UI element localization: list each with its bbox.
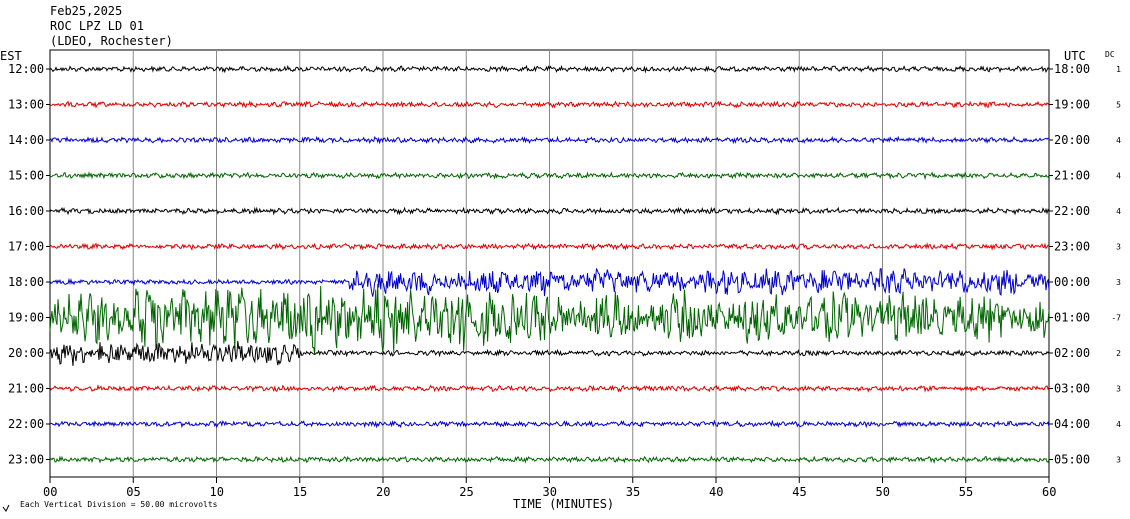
x-tick-label: 50	[876, 485, 890, 499]
x-tick-label: 20	[376, 485, 390, 499]
trace-line	[49, 171, 1050, 181]
est-hour-label: 21:00	[8, 382, 44, 396]
dc-offset-value: 3	[1116, 385, 1121, 394]
est-hour-label: 22:00	[8, 417, 44, 431]
left-timezone-label: EST	[0, 49, 22, 63]
x-tick-label: 30	[543, 485, 557, 499]
dc-offset-value: 4	[1116, 207, 1121, 216]
x-tick-label: 05	[126, 485, 140, 499]
trace-line	[49, 206, 1050, 216]
est-hour-label: 17:00	[8, 240, 44, 254]
utc-hour-label: 03:00	[1054, 382, 1090, 396]
utc-hour-label: 02:00	[1054, 346, 1090, 360]
station-code: ROC LPZ LD 01	[50, 19, 144, 33]
dc-offset-value: 5	[1116, 101, 1121, 110]
x-tick-label: 10	[210, 485, 224, 499]
est-hour-label: 23:00	[8, 453, 44, 467]
utc-hour-label: 19:00	[1054, 98, 1090, 112]
x-axis-ticks: 00 05 10 15 20 25 30 35 40 45 50 55 60	[43, 477, 1056, 499]
x-tick-label: 15	[293, 485, 307, 499]
row-labels: 12:00 18:00 113:00 19:00 514:00 20:00 415:00 21…	[8, 62, 1121, 467]
dc-offset-value: 4	[1116, 136, 1121, 145]
dc-offset-value: 4	[1116, 420, 1121, 429]
station-network: (LDEO, Rochester)	[50, 34, 173, 48]
est-hour-label: 20:00	[8, 346, 44, 360]
est-hour-label: 19:00	[8, 311, 44, 325]
x-tick-label: 25	[459, 485, 473, 499]
utc-hour-label: 05:00	[1054, 453, 1090, 467]
est-hour-label: 18:00	[8, 275, 44, 289]
dc-offset-value: 3	[1116, 456, 1121, 465]
record-date: Feb25,2025	[50, 4, 122, 18]
dc-offset-value: 1	[1116, 65, 1121, 74]
dc-offset-value: 3	[1116, 243, 1121, 252]
trace-line	[49, 283, 1050, 355]
trace-line	[49, 100, 1050, 109]
vertical-grid	[132, 50, 967, 477]
trace-line	[49, 242, 1050, 251]
seismic-traces	[49, 64, 1050, 464]
utc-hour-label: 01:00	[1054, 311, 1090, 325]
dc-offset-value: 3	[1116, 278, 1121, 287]
trace-line	[49, 340, 1050, 366]
scale-symbol-icon	[2, 504, 10, 512]
trace-line	[49, 64, 1050, 74]
utc-hour-label: 20:00	[1054, 133, 1090, 147]
est-hour-label: 12:00	[8, 62, 44, 76]
utc-hour-label: 18:00	[1054, 62, 1090, 76]
utc-hour-label: 23:00	[1054, 240, 1090, 254]
dc-offset-value: 2	[1116, 349, 1121, 358]
trace-line	[49, 455, 1050, 464]
est-hour-label: 16:00	[8, 204, 44, 218]
x-tick-label: 00	[43, 485, 57, 499]
trace-line	[49, 135, 1050, 145]
est-hour-label: 13:00	[8, 98, 44, 112]
x-tick-label: 45	[792, 485, 806, 499]
est-hour-label: 15:00	[8, 169, 44, 183]
trace-line	[49, 384, 1050, 393]
dc-column-label: DC	[1105, 50, 1115, 59]
x-axis-label: TIME (MINUTES)	[513, 497, 614, 511]
utc-hour-label: 04:00	[1054, 417, 1090, 431]
vertical-scale-note: Each Vertical Division = 50.00 microvolt…	[20, 500, 218, 509]
dc-offset-value: 4	[1116, 172, 1121, 181]
utc-hour-label: 00:00	[1054, 275, 1090, 289]
trace-line	[50, 419, 1050, 429]
dc-offset-value: -7	[1111, 314, 1121, 323]
x-tick-label: 60	[1042, 485, 1056, 499]
x-tick-label: 35	[626, 485, 640, 499]
trace-line	[49, 268, 1050, 297]
utc-hour-label: 22:00	[1054, 204, 1090, 218]
est-hour-label: 14:00	[8, 133, 44, 147]
x-tick-label: 40	[709, 485, 723, 499]
x-tick-label: 55	[959, 485, 973, 499]
right-timezone-label: UTC	[1064, 49, 1086, 63]
utc-hour-label: 21:00	[1054, 169, 1090, 183]
